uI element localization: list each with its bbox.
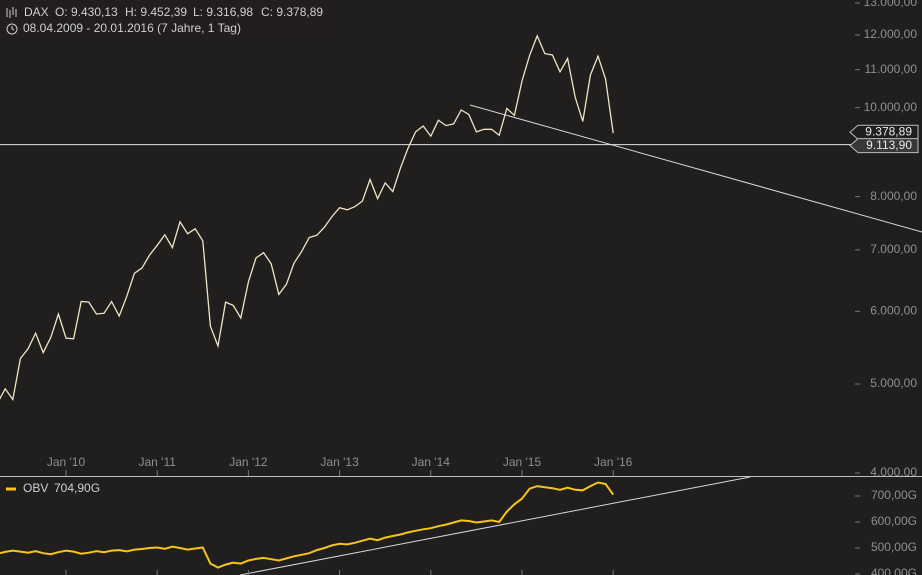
axis: Jan '10 Jan '11 Jan '12 Jan '13 Jan '14 Jan '…	[47, 0, 919, 575]
bars-icon	[6, 7, 17, 18]
series-line	[0, 34, 614, 402]
x-tick-label: Jan '16	[594, 455, 633, 469]
series-line	[0, 481, 615, 569]
x-tick-label: Jan '11	[138, 455, 176, 469]
x-tick-label: Jan '13	[320, 455, 359, 469]
x-tick-label: Jan '12	[229, 455, 268, 469]
y-tick-label: 8.000,00	[870, 189, 917, 203]
clock-icon	[6, 23, 18, 35]
price-tag-label: 9.378,89	[865, 124, 912, 138]
x-tick-label: Jan '15	[503, 455, 542, 469]
legend-value: 704,90G	[54, 481, 100, 495]
open: O: 9.430,13	[55, 5, 118, 19]
y-tick-label: 5.000,00	[870, 376, 917, 390]
price-tag-label: 9.113,90	[866, 138, 912, 152]
close: C: 9.378,89	[261, 5, 323, 19]
y-tick-label: 6.000,00	[870, 303, 917, 317]
y-tick-label: 500,00G	[871, 540, 917, 554]
x-tick-label: Jan '14	[412, 455, 451, 469]
y-tick-label: 11.000,00	[865, 62, 918, 76]
header-bg	[0, 2, 330, 38]
y-tick-label: 7.000,00	[870, 242, 917, 256]
plot	[0, 34, 858, 569]
date-range: 08.04.2009 - 20.01.2016 (7 Jahre, 1 Tag)	[23, 21, 241, 35]
y-tick-label: 13.000,00	[864, 0, 918, 9]
y-tick-label: 4.000,00	[870, 465, 917, 479]
obv-trend-line	[239, 476, 751, 575]
y-tick-label: 12.000,00	[864, 27, 918, 41]
x-tick-label: Jan '10	[47, 455, 86, 469]
price-tag-bg	[849, 124, 919, 140]
legend-name: OBV	[23, 481, 48, 495]
y-tick-label: 600,00G	[871, 514, 917, 528]
symbol: DAX	[24, 5, 49, 19]
trend-line	[469, 104, 922, 233]
y-tick-label: 700,00G	[871, 488, 917, 502]
y-tick-label: 400,00G	[871, 566, 917, 575]
low: L: 9.316,98	[193, 5, 253, 19]
price-tag-bg	[849, 138, 919, 154]
y-tick-label: 10.000,00	[864, 100, 918, 114]
high: H: 9.452,39	[125, 5, 187, 19]
